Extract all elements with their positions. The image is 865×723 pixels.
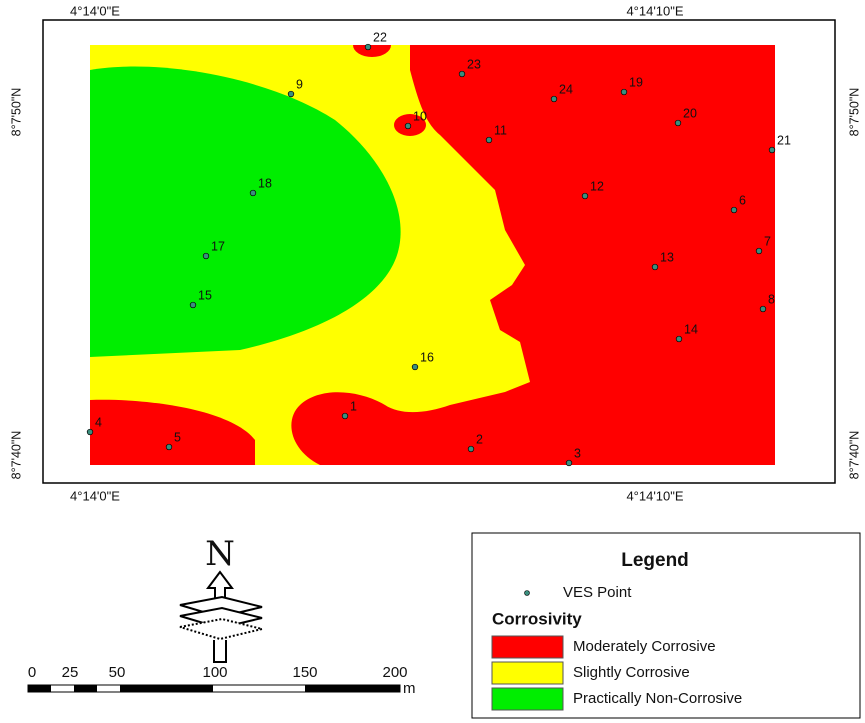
- legend-label: Slightly Corrosive: [573, 664, 690, 681]
- legend-swatch: [491, 687, 564, 711]
- ves-point: [759, 305, 767, 313]
- ves-point: [730, 206, 738, 214]
- ves-label: 19: [629, 75, 643, 89]
- ves-label: 16: [420, 350, 434, 364]
- coord-label: 4°14'0"E: [70, 3, 120, 18]
- ves-point: [86, 428, 94, 436]
- scale-label: 25: [62, 664, 79, 681]
- coord-label: 8°7'50"N: [847, 88, 861, 137]
- ves-point: [485, 136, 493, 144]
- coord-label: 4°14'10"E: [626, 3, 683, 18]
- scale-bar: [27, 684, 401, 693]
- ves-point: [768, 146, 776, 154]
- ves-label: 13: [660, 250, 674, 264]
- ves-point: [458, 70, 466, 78]
- scale-label: 150: [292, 664, 317, 681]
- ves-point: [565, 459, 573, 467]
- legend-point: [524, 590, 530, 596]
- ves-label: 14: [684, 322, 698, 336]
- ves-label: 11: [494, 123, 507, 137]
- legend-label: Moderately Corrosive: [573, 638, 716, 655]
- scale-label: 50: [109, 664, 126, 681]
- ves-point: [165, 443, 173, 451]
- coord-label: 8°7'40"N: [9, 431, 23, 480]
- ves-label: 8: [768, 292, 775, 306]
- legend-label: VES Point: [563, 584, 632, 601]
- ves-label: 23: [467, 57, 481, 71]
- ves-point: [675, 335, 683, 343]
- ves-point: [651, 263, 659, 271]
- ves-point: [550, 95, 558, 103]
- ves-label: 9: [296, 77, 303, 91]
- legend-box: [471, 532, 861, 719]
- ves-point: [287, 90, 295, 98]
- legend-heading: Corrosivity: [492, 609, 582, 628]
- ves-label: 1: [350, 399, 357, 413]
- ves-label: 3: [574, 446, 581, 460]
- ves-label: 17: [211, 239, 225, 253]
- north-label: N: [205, 534, 235, 574]
- ves-point: [249, 189, 257, 197]
- ves-label: 12: [590, 179, 604, 193]
- ves-label: 4: [95, 415, 102, 429]
- ves-point: [404, 122, 412, 130]
- ves-point: [189, 301, 197, 309]
- ves-label: 22: [373, 30, 387, 44]
- ves-point: [202, 252, 210, 260]
- ves-label: 6: [739, 193, 746, 207]
- north-arrow: N: [179, 534, 263, 663]
- scale-label: 200: [382, 664, 407, 681]
- ves-label: 5: [174, 430, 181, 444]
- ves-point: [411, 363, 419, 371]
- ves-point: [674, 119, 682, 127]
- map-frame: [42, 19, 836, 484]
- ves-label: 2: [476, 432, 483, 446]
- scale-label: 100: [202, 664, 227, 681]
- ves-label: 20: [683, 106, 697, 120]
- ves-point: [620, 88, 628, 96]
- moderate-zone: [353, 45, 391, 57]
- ves-label: 7: [764, 234, 771, 248]
- ves-label: 18: [258, 176, 272, 190]
- ves-label: 24: [559, 82, 573, 96]
- non-corrosive-zone: [90, 66, 401, 357]
- ves-point: [755, 247, 763, 255]
- scale-unit: m: [403, 680, 416, 697]
- coord-label: 8°7'40"N: [847, 431, 861, 480]
- legend-swatch: [491, 661, 564, 685]
- coord-label: 4°14'0"E: [70, 488, 120, 503]
- coord-label: 4°14'10"E: [626, 488, 683, 503]
- moderate-zone: [291, 45, 775, 465]
- ves-label: 21: [777, 133, 791, 147]
- ves-point: [341, 412, 349, 420]
- ves-point: [364, 43, 372, 51]
- legend-swatch: [491, 635, 564, 659]
- ves-point: [581, 192, 589, 200]
- legend-label: Practically Non-Corrosive: [573, 690, 742, 707]
- ves-label: 10: [413, 109, 427, 123]
- ves-point: [467, 445, 475, 453]
- scale-label: 0: [28, 664, 36, 681]
- ves-label: 15: [198, 288, 212, 302]
- map-zones: [90, 45, 775, 465]
- moderate-zone: [90, 399, 255, 465]
- coord-label: 8°7'50"N: [9, 88, 23, 137]
- legend-title: Legend: [621, 550, 689, 571]
